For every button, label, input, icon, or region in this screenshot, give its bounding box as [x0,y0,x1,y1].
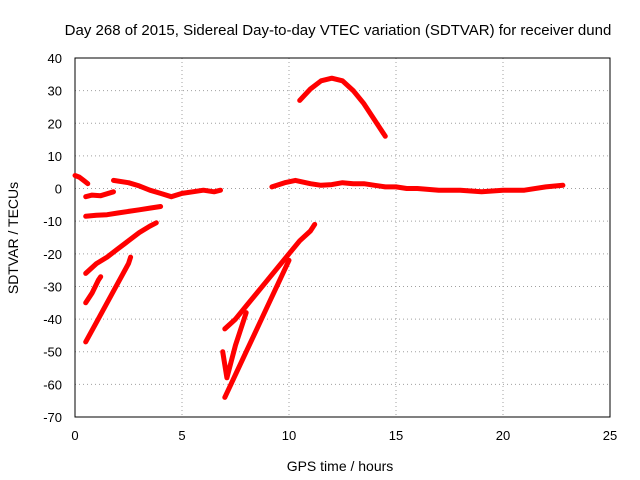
y-tick-label: -60 [43,377,62,392]
series-track-9 [220,310,249,381]
y-tick-label: -50 [43,345,62,360]
y-tick-label: -40 [43,312,62,327]
x-tick-label: 10 [282,428,296,443]
series-track-2 [83,189,116,200]
series-track-6 [83,254,134,345]
series-track-10 [222,257,292,400]
series-track-5 [83,274,104,306]
chart-title: Day 268 of 2015, Sidereal Day-to-day VTE… [65,22,612,39]
series-track-3 [83,204,164,219]
data-series [72,75,566,400]
series-track-4 [83,220,159,276]
y-tick-label: -70 [43,410,62,425]
y-tick-label: 20 [48,116,62,131]
y-tick-label: -30 [43,279,62,294]
x-tick-label: 25 [603,428,617,443]
series-track-11 [269,177,566,195]
y-tick-label: -20 [43,247,62,262]
x-tick-label: 5 [178,428,185,443]
series-track-12 [297,75,388,139]
y-tick-label: 0 [55,182,62,197]
y-tick-label: 10 [48,149,62,164]
series-track-8 [222,221,318,332]
axis-ticks: 0 5 10 15 20 25 -70 -60 -50 -40 -30 -20 -10 0 10 20 30 40 [43,51,617,443]
series-track-1 [72,173,91,187]
x-axis-label: GPS time / hours [287,458,394,474]
y-tick-label: -10 [43,214,62,229]
series-track-7 [111,177,223,200]
y-tick-label: 30 [48,84,62,99]
y-tick-label: 40 [48,51,62,66]
x-tick-label: 20 [496,428,510,443]
y-axis-label: SDTVAR / TECUs [5,182,21,294]
plot-frame [74,57,611,418]
grid [75,58,610,417]
x-tick-label: 15 [389,428,403,443]
x-tick-label: 0 [71,428,78,443]
